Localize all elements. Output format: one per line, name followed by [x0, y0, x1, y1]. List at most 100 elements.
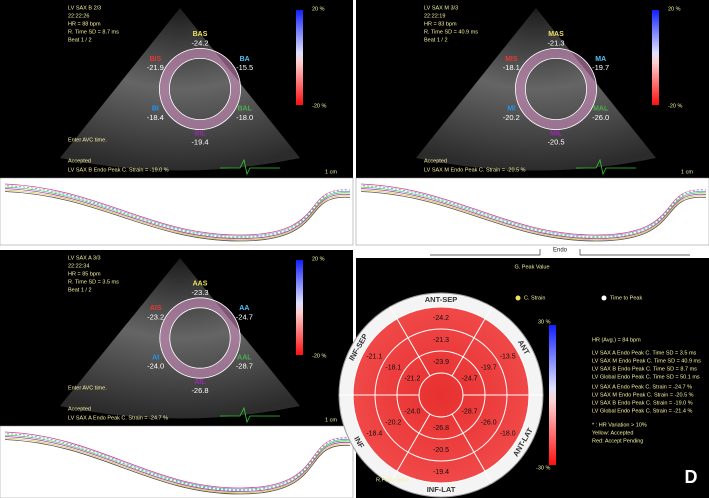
segment-value: -21.2 — [404, 375, 420, 382]
legend-dot — [601, 295, 607, 301]
segment-value: -13.5 — [500, 353, 516, 360]
strain-curve — [4, 431, 351, 489]
sector-border — [451, 413, 493, 484]
strain-curve — [360, 183, 707, 236]
segment-value: -26.8 — [433, 425, 449, 432]
header-line: Beat 1 / 2 — [68, 287, 92, 293]
status-line: LV SAX M Endo Peak C. Strain = -20.5 % — [424, 167, 526, 173]
ecg-trace — [576, 158, 636, 176]
segment-value: -18.1 — [385, 364, 401, 371]
panel: LV SAX B 2/3 22:22:26 HR = 88 bpm R. Time S… — [0, 0, 354, 246]
status-line: LV SAX A Endo Peak C. Strain = -24.7 % — [68, 415, 168, 421]
timeline-caption: G. Peak Value — [514, 264, 549, 270]
segment-value: -18.1 — [503, 63, 520, 72]
header-line: 22:22:26 — [68, 13, 89, 19]
ecg-trace — [220, 406, 280, 424]
scale-bottom: -20 % — [668, 103, 682, 109]
status-line: Accepted — [68, 158, 91, 164]
legend-dot — [515, 295, 521, 301]
curve-area — [0, 177, 354, 246]
segment-label: AI — [152, 354, 159, 361]
segment-value: -28.7 — [462, 408, 478, 415]
strain-curve — [4, 437, 351, 494]
epi-contour — [159, 297, 241, 379]
strain-curve — [360, 191, 707, 242]
segment-label: MI — [507, 106, 515, 113]
info-line: LV SAX B Endo Peak C. Strain = -19.0 % — [592, 400, 693, 406]
endo-contour — [524, 58, 587, 121]
region-label: ANT-SEP — [425, 295, 458, 304]
timeline — [430, 249, 690, 256]
segment-value: -23.2 — [147, 312, 164, 321]
header-line: HR = 85 bpm — [68, 271, 101, 277]
segment-value: -26.8 — [191, 386, 208, 395]
segment-value: -24.0 — [404, 408, 420, 415]
header-line: LV SAX B 2/3 — [68, 5, 101, 11]
ecg-trace — [220, 158, 280, 176]
status-line: LV SAX B Endo Peak C. Strain = -19.0 % — [68, 167, 169, 173]
ultrasound-sector — [60, 258, 300, 419]
status-line: Accepted — [68, 406, 91, 412]
sector-border — [389, 306, 431, 377]
color-scale — [296, 260, 303, 355]
segment-value: -23.9 — [433, 359, 449, 366]
header-line: Beat 1 / 2 — [424, 37, 448, 43]
myocardium-ring — [159, 48, 241, 130]
segment-label: BAL — [237, 106, 252, 113]
note-line: Red: Accept Pending — [592, 438, 643, 444]
epi-contour — [158, 48, 241, 130]
scale-bar-label: 1 cm — [325, 169, 337, 175]
strain-curve — [4, 183, 351, 236]
info-line: HR (Avg.) = 84 bpm — [592, 337, 641, 343]
segment-value: -18.4 — [147, 113, 164, 122]
epi-contour — [514, 48, 597, 130]
scale-bottom: -30 % — [536, 465, 550, 471]
segment-value: -23.3 — [191, 288, 208, 297]
scale-bottom: -20 % — [312, 103, 326, 109]
info-line: LV Global Endo Peak C. Strain = -21.4 % — [592, 408, 692, 414]
strain-curve — [4, 188, 351, 240]
segment-value: -20.5 — [547, 138, 564, 147]
panel: LV SAX A 3/3 22:22:34 HR = 85 bpm R. Time S… — [0, 250, 354, 498]
segment-value: -28.7 — [236, 362, 253, 371]
region-label: INF-LAT — [427, 485, 456, 494]
strain-curve — [4, 434, 351, 491]
info-line: LV SAX B Endo Peak C. Time SD = 8.7 ms — [592, 366, 697, 372]
endo-contour — [169, 307, 231, 369]
segment-value: -18.0 — [500, 430, 516, 437]
segment-value: -20.5 — [433, 447, 449, 454]
segment-value: -20.2 — [385, 419, 401, 426]
info-line: LV SAX M Endo Peak C. Strain = -20.5 % — [592, 392, 694, 398]
segment-value: -18.0 — [236, 113, 253, 122]
panel-letter: B — [685, 220, 698, 240]
scale-top: 20 % — [312, 256, 325, 262]
segment-value: -24.2 — [433, 315, 449, 322]
segment-value: -21.3 — [433, 337, 449, 344]
header-line: LV SAX M 3/3 — [424, 5, 458, 11]
segment-value: -24.7 — [236, 312, 253, 321]
info-line: LV SAX A Endo Peak C. Time SD = 3.5 ms — [592, 350, 697, 356]
segment-label: MIS — [505, 56, 518, 63]
status-line: Enter AVC time. — [68, 385, 107, 391]
segment-label: MA — [595, 56, 606, 63]
segment-value: -24.2 — [191, 38, 208, 47]
header-line: R. Time SD = 3.5 ms — [68, 279, 119, 285]
segment-label: AAS — [193, 281, 208, 288]
scale-top: 20 % — [668, 6, 681, 12]
strain-curve — [360, 188, 707, 240]
segment-value: -19.7 — [481, 364, 497, 371]
scale-bar-label: 1 cm — [681, 169, 693, 175]
segment-label: BI — [152, 106, 159, 113]
status-line: Enter AVC time. — [68, 137, 107, 143]
segment-label: AAL — [237, 354, 252, 361]
endo-contour — [168, 58, 231, 121]
segment-value: -21.9 — [147, 63, 164, 72]
header-line: Beat 1 / 2 — [68, 37, 92, 43]
strain-curve — [4, 191, 351, 242]
strain-curve — [4, 189, 351, 241]
legend-label: C. Strain — [524, 295, 545, 301]
segment-value: -26.0 — [592, 113, 609, 122]
segment-label: MIL — [550, 130, 563, 137]
header-line: R. Time SD = 8.7 ms — [68, 29, 119, 35]
